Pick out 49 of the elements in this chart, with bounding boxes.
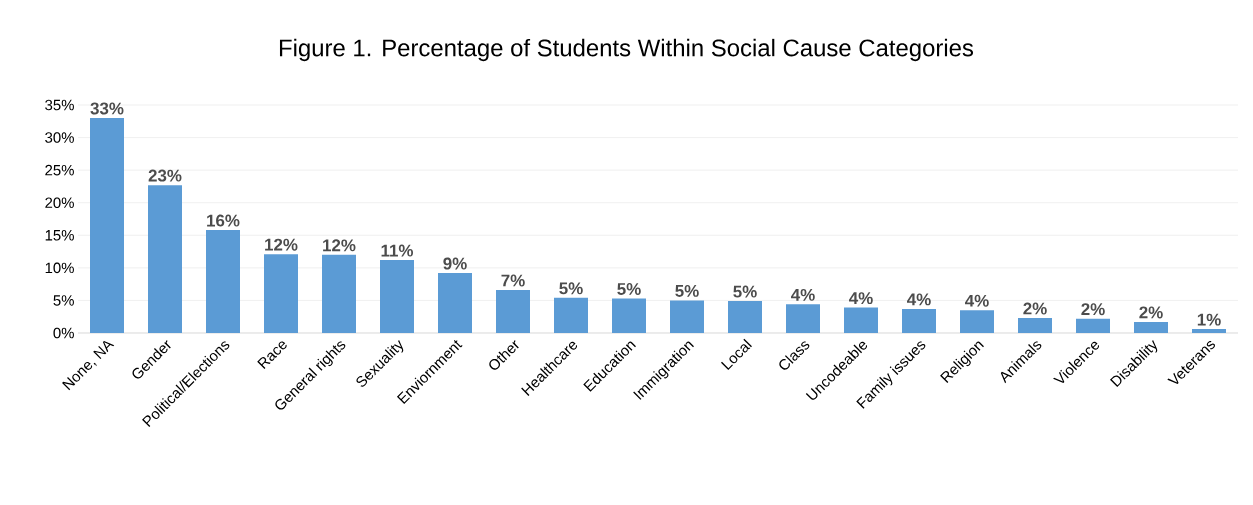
data-label: 9% — [443, 257, 467, 270]
data-label: 11% — [381, 244, 414, 257]
bar — [380, 260, 414, 333]
data-label: 5% — [733, 285, 757, 298]
data-label: 7% — [501, 274, 525, 287]
bar — [1192, 329, 1226, 333]
chart-title: Figure 1. Percentage of Students Within Social Cause Categories — [279, 38, 974, 62]
data-label: 4% — [791, 288, 815, 301]
y-tick-label: 0% — [53, 327, 74, 339]
bar — [960, 310, 994, 333]
data-label: 16% — [207, 214, 240, 227]
y-tick-label: 15% — [45, 230, 74, 241]
data-label: 33% — [90, 102, 124, 115]
y-tick-label: 5% — [53, 295, 74, 306]
bar — [670, 300, 704, 333]
bar — [1018, 318, 1052, 333]
y-tick-label: 10% — [45, 262, 74, 274]
bar — [1134, 321, 1168, 333]
data-label: 5% — [675, 284, 699, 297]
bar — [786, 304, 820, 333]
bar — [438, 273, 472, 333]
bar — [496, 290, 530, 333]
bar — [148, 185, 182, 333]
data-label: 23% — [148, 169, 182, 182]
data-label: 1% — [1197, 313, 1221, 326]
y-tick-label: 20% — [45, 197, 74, 208]
data-label: 2% — [1139, 306, 1163, 319]
data-label: 2% — [1081, 303, 1105, 316]
data-label: 4% — [849, 292, 873, 305]
data-label: 12% — [323, 239, 356, 252]
bar — [1076, 318, 1110, 333]
data-label: 5% — [559, 282, 583, 295]
bar — [90, 118, 124, 333]
y-tick-label: 25% — [45, 164, 74, 176]
bar — [264, 254, 298, 333]
bar — [844, 307, 878, 333]
y-tick-label: 30% — [45, 132, 74, 143]
bar — [554, 297, 588, 333]
bar — [322, 254, 356, 333]
bar — [612, 298, 646, 333]
bar — [728, 301, 762, 333]
data-label: 4% — [965, 294, 989, 307]
data-label: 12% — [265, 238, 298, 251]
bar — [206, 230, 240, 333]
data-label: 4% — [907, 293, 931, 306]
y-tick-label: 35% — [45, 99, 74, 111]
data-label: 2% — [1023, 302, 1047, 315]
bar — [902, 308, 936, 333]
data-label: 5% — [617, 283, 641, 295]
